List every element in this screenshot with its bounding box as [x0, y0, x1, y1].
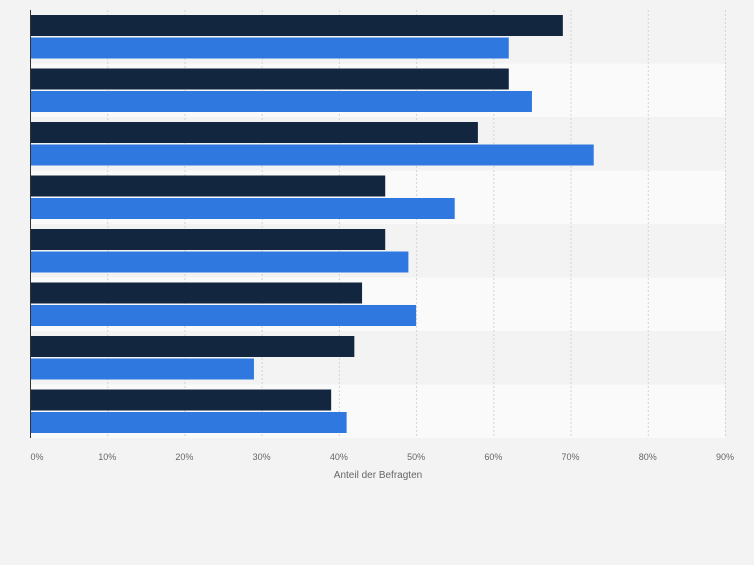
bar-1-category-3: [30, 122, 478, 143]
x-tick-label: 90%: [716, 452, 734, 462]
bar-1-category-2: [30, 68, 509, 90]
bar-2-category-5: [30, 251, 409, 273]
x-axis-title: Anteil der Befragten: [334, 470, 422, 481]
bar-1-category-7: [30, 336, 355, 357]
x-tick-label: 0%: [30, 452, 43, 462]
bar-2-category-7: [30, 358, 254, 380]
bar-1-category-4: [30, 175, 386, 197]
bar-1-category-1: [30, 15, 563, 36]
x-tick-label: 30%: [253, 452, 271, 462]
bar-1-category-6: [30, 282, 363, 304]
x-tick-label: 70%: [562, 452, 580, 462]
bar-2-category-2: [30, 91, 532, 112]
x-tick-label: 80%: [639, 452, 657, 462]
bar-2-category-1: [30, 37, 509, 59]
bar-2-category-4: [30, 198, 455, 219]
bar-2-category-8: [30, 412, 347, 433]
x-tick-label: 20%: [175, 452, 193, 462]
x-tick-label: 10%: [98, 452, 116, 462]
bar-2-category-6: [30, 305, 417, 326]
bar-1-category-8: [30, 389, 332, 411]
x-tick-label: 60%: [484, 452, 502, 462]
x-tick-label: 40%: [330, 452, 348, 462]
bar-1-category-5: [30, 229, 386, 250]
bar-2-category-3: [30, 144, 594, 166]
x-tick-label: 50%: [407, 452, 425, 462]
